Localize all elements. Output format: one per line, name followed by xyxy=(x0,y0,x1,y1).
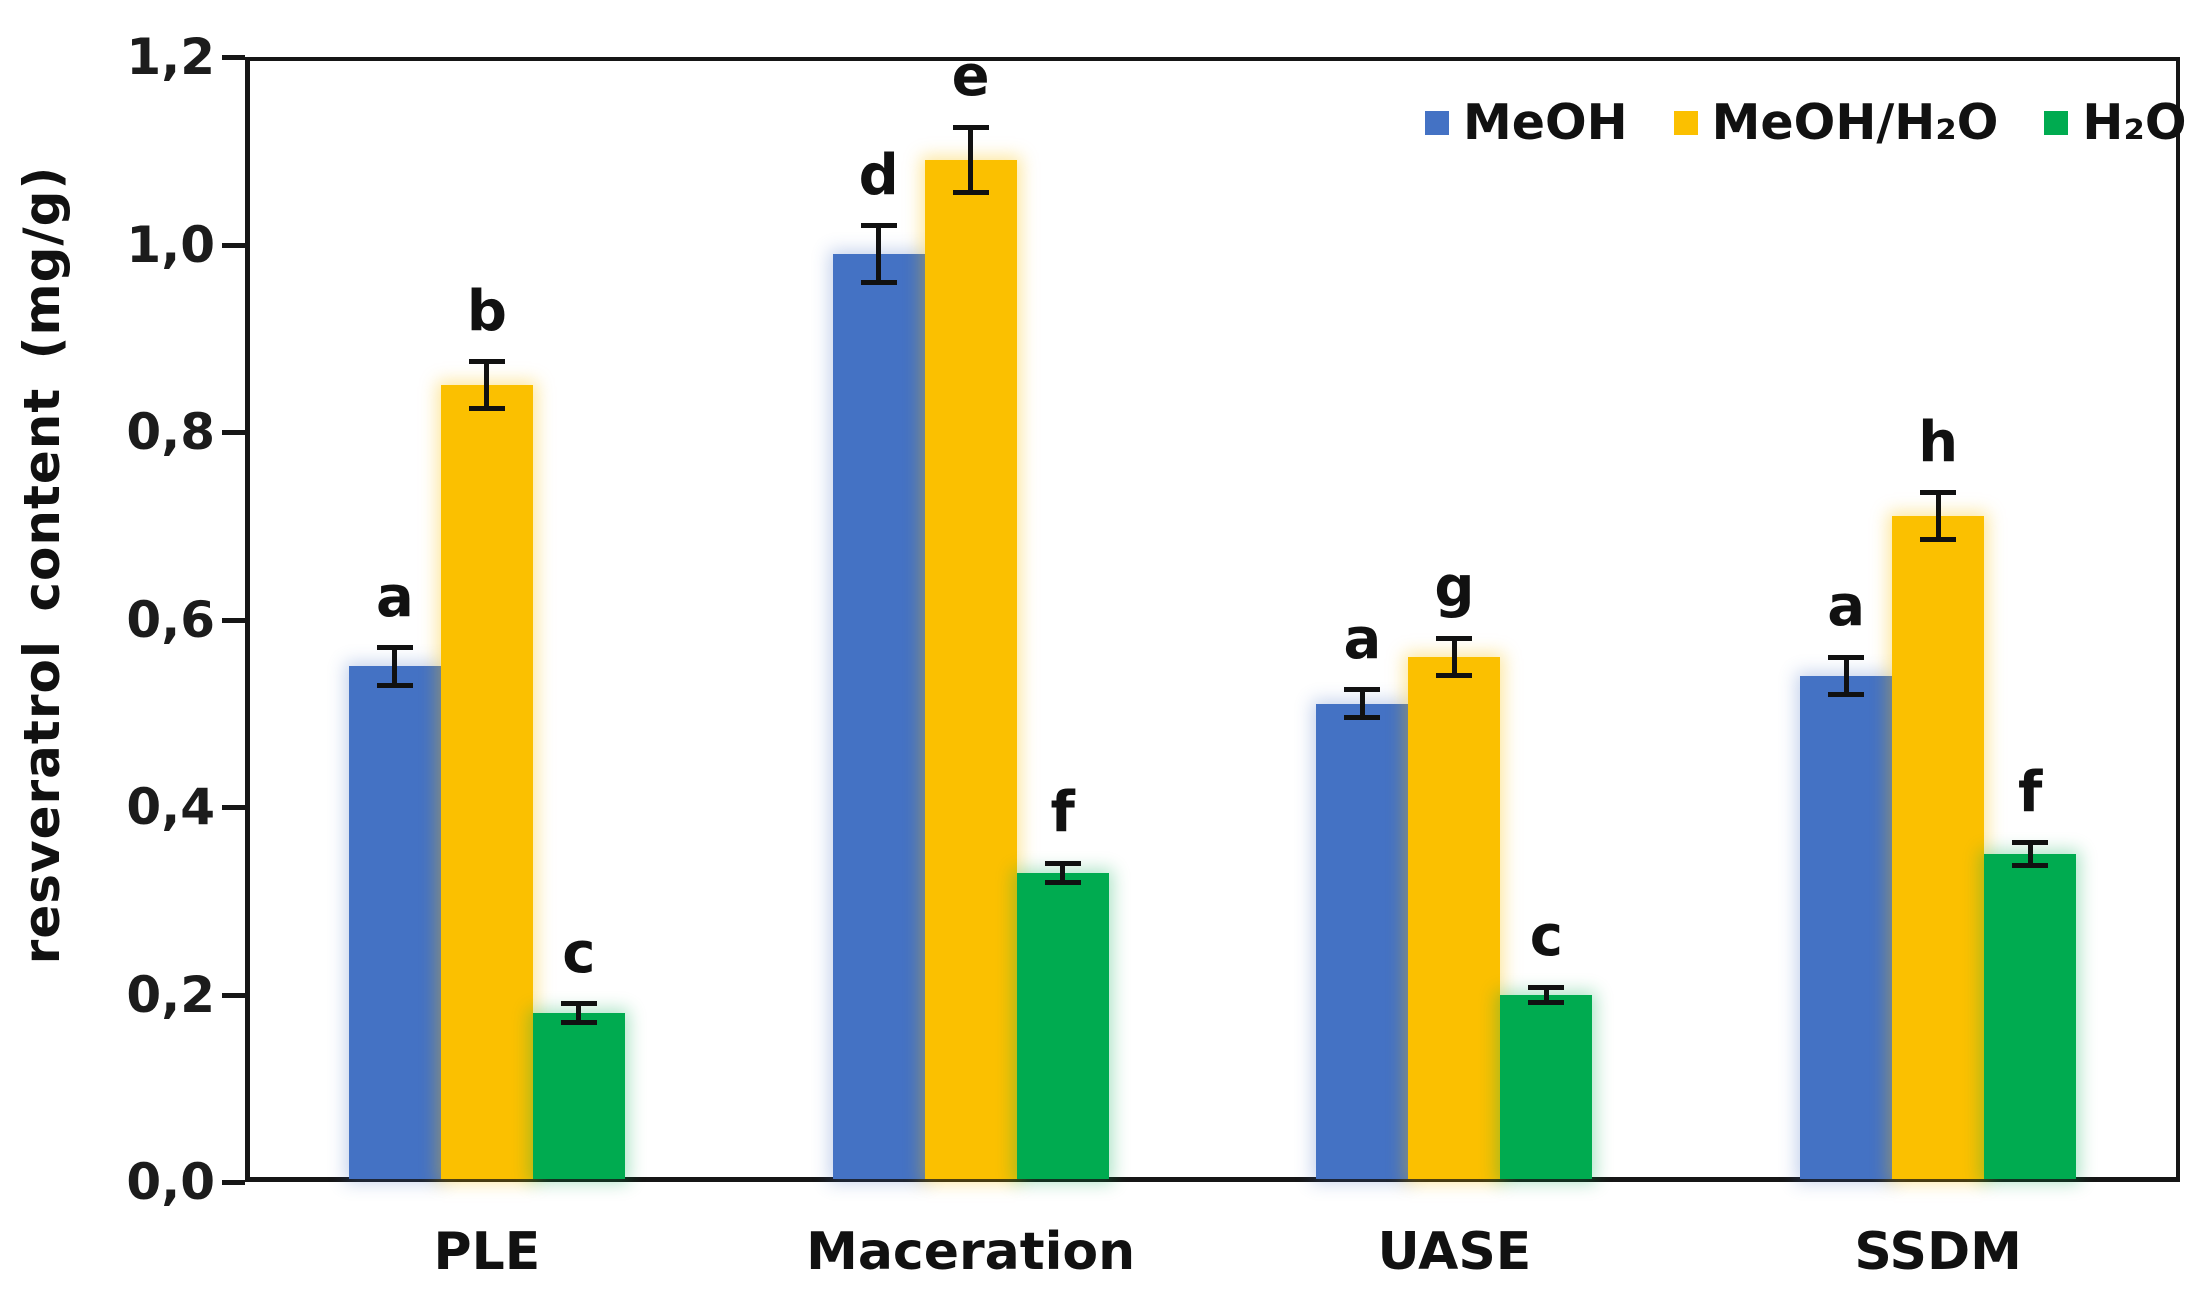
significance-letter: f xyxy=(1050,780,1075,846)
significance-letter: g xyxy=(1434,555,1475,621)
y-tick-mark xyxy=(222,430,245,435)
error-bar-cap xyxy=(1828,654,1865,660)
error-bar-cap xyxy=(1528,999,1565,1005)
error-bar-cap xyxy=(1828,692,1865,697)
error-bar-cap xyxy=(860,279,897,285)
legend-swatch-icon xyxy=(1425,110,1449,135)
error-bar-cap xyxy=(1436,673,1473,679)
y-tick-mark xyxy=(222,617,245,623)
bar-ssdm-meoh xyxy=(1800,675,1893,1179)
legend-item-meoh: MeOH xyxy=(1425,98,1628,147)
error-bar xyxy=(1843,657,1849,695)
error-bar xyxy=(576,1003,582,1023)
y-tick-mark xyxy=(222,242,245,248)
legend-label: H₂O xyxy=(2082,94,2187,151)
x-axis-label-ssdm: SSDM xyxy=(1854,1222,2022,1282)
error-bar-cap xyxy=(952,190,989,196)
error-bar-cap xyxy=(1920,490,1957,496)
error-bar-cap xyxy=(952,124,989,130)
y-tick-label: 0,4 xyxy=(126,778,215,836)
bar-ssdm-meoh-h2o xyxy=(1892,516,1985,1179)
error-bar-cap xyxy=(860,223,897,229)
bar-uase-h2o xyxy=(1500,994,1593,1179)
significance-letter: f xyxy=(2017,759,2043,825)
error-bar-cap xyxy=(468,359,505,365)
y-tick-label: 0,8 xyxy=(126,403,215,461)
significance-letter: a xyxy=(1827,574,1866,639)
legend-label: MeOH/H₂O xyxy=(1711,94,1999,151)
error-bar xyxy=(968,127,974,193)
bar-ple-meoh xyxy=(348,666,441,1179)
error-bar-cap xyxy=(468,406,505,412)
significance-letter: a xyxy=(1343,606,1382,672)
y-tick-label: 1,0 xyxy=(126,215,215,274)
y-tick-mark xyxy=(222,1180,245,1185)
error-bar-cap xyxy=(1344,687,1381,693)
plot-frame xyxy=(245,57,2180,1182)
y-axis-title: resveratrol content (mg/g) xyxy=(13,165,71,964)
error-bar xyxy=(392,647,398,686)
significance-letter: a xyxy=(375,564,414,630)
error-bar-cap xyxy=(1044,860,1081,866)
significance-letter: c xyxy=(1529,904,1563,969)
legend-swatch-icon xyxy=(2044,110,2069,135)
bar-uase-meoh xyxy=(1316,703,1409,1179)
significance-letter: e xyxy=(951,44,990,110)
x-axis-label-maceration: Maceration xyxy=(806,1222,1136,1282)
bar-maceration-meoh-h2o xyxy=(924,160,1017,1179)
bar-ple-meoh-h2o xyxy=(440,385,533,1179)
error-bar-cap xyxy=(2012,862,2049,868)
error-bar-cap xyxy=(1044,879,1081,885)
bar-maceration-meoh xyxy=(832,253,925,1179)
error-bar-cap xyxy=(560,1001,597,1007)
error-bar-cap xyxy=(560,1020,597,1026)
error-bar-cap xyxy=(1528,984,1565,990)
significance-letter: h xyxy=(1918,409,1959,475)
error-bar-cap xyxy=(376,682,413,688)
y-tick-mark xyxy=(222,805,245,810)
bar-uase-meoh-h2o xyxy=(1408,657,1501,1179)
legend-item-h2o: H₂O xyxy=(2044,98,2186,147)
error-bar-cap xyxy=(1344,715,1381,721)
error-bar-cap xyxy=(376,645,413,651)
error-bar xyxy=(1451,638,1457,676)
error-bar xyxy=(1543,987,1549,1002)
y-tick-mark xyxy=(222,55,245,60)
y-tick-label: 0,2 xyxy=(126,965,215,1024)
legend: MeOH MeOH/H₂O H₂O xyxy=(1425,98,2186,147)
x-axis-label-uase: UASE xyxy=(1377,1222,1532,1282)
error-bar-cap xyxy=(1920,537,1957,543)
error-bar-cap xyxy=(2012,840,2049,846)
error-bar xyxy=(876,225,882,282)
error-bar xyxy=(484,361,490,409)
bar-ssdm-h2o xyxy=(1984,853,2077,1179)
y-tick-mark xyxy=(222,992,245,998)
bar-maceration-h2o xyxy=(1016,872,1109,1179)
y-tick-label: 1,2 xyxy=(126,28,215,86)
legend-label: MeOH xyxy=(1463,94,1628,151)
significance-letter: c xyxy=(562,920,596,986)
error-bar xyxy=(1935,492,1941,540)
legend-swatch-icon xyxy=(1673,110,1698,135)
significance-letter: b xyxy=(466,278,507,344)
error-bar xyxy=(1359,689,1365,718)
error-bar xyxy=(1060,863,1066,882)
bar-ple-h2o xyxy=(532,1013,625,1179)
legend-item-meoh-h2o: MeOH/H₂O xyxy=(1673,94,1999,151)
x-axis-label-ple: PLE xyxy=(433,1222,541,1282)
error-bar xyxy=(2027,842,2033,866)
significance-letter: d xyxy=(858,142,899,208)
y-tick-label: 0,6 xyxy=(126,590,215,649)
error-bar-cap xyxy=(1436,635,1473,641)
y-tick-label: 0,0 xyxy=(126,1153,215,1211)
